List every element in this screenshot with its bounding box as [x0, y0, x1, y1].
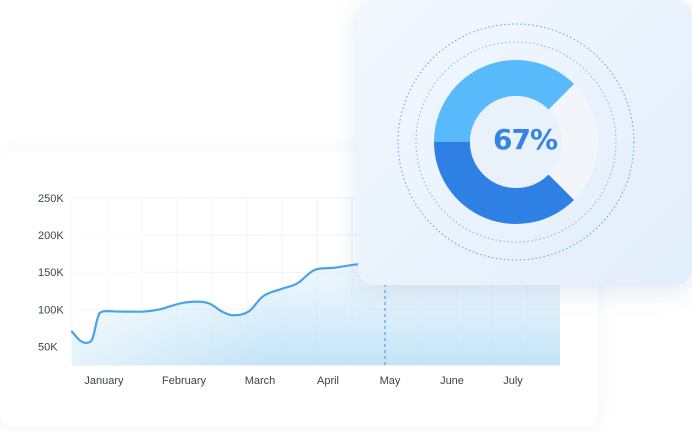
y-tick-label: 100K — [38, 304, 64, 316]
x-tick-label: May — [380, 375, 401, 387]
x-tick-label: April — [317, 375, 339, 387]
percent-label: 67% — [492, 123, 558, 156]
donut-center — [470, 96, 562, 188]
x-axis-ticks: January February March April May June July — [84, 375, 523, 387]
y-tick-label: 150K — [38, 267, 64, 279]
x-tick-label: June — [440, 375, 464, 387]
x-tick-label: February — [162, 375, 207, 387]
outer-dotted-ring — [397, 23, 635, 261]
progress-donut — [397, 23, 635, 261]
donut-remainder-segment — [548, 84, 598, 200]
donut-secondary-segment — [434, 59, 574, 143]
x-tick-label: March — [245, 375, 276, 387]
y-tick-label: 250K — [38, 193, 64, 205]
donut-primary-segment — [434, 142, 574, 224]
x-tick-label: July — [503, 375, 523, 387]
y-tick-label: 200K — [38, 230, 64, 242]
x-tick-label: January — [84, 375, 124, 387]
y-axis-ticks: 250K 200K 150K 100K 50K — [38, 193, 64, 353]
inner-dotted-ring — [415, 41, 617, 243]
y-tick-label: 50K — [38, 341, 58, 353]
donut-segments — [434, 59, 598, 224]
donut-card: 67% — [358, 0, 692, 285]
